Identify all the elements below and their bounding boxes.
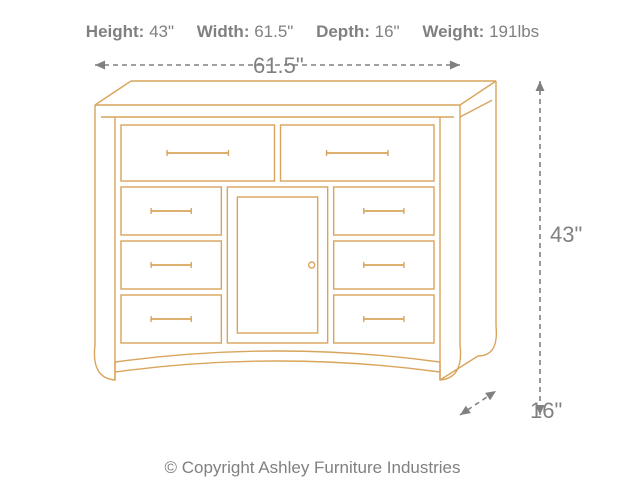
dresser-diagram <box>0 0 625 500</box>
